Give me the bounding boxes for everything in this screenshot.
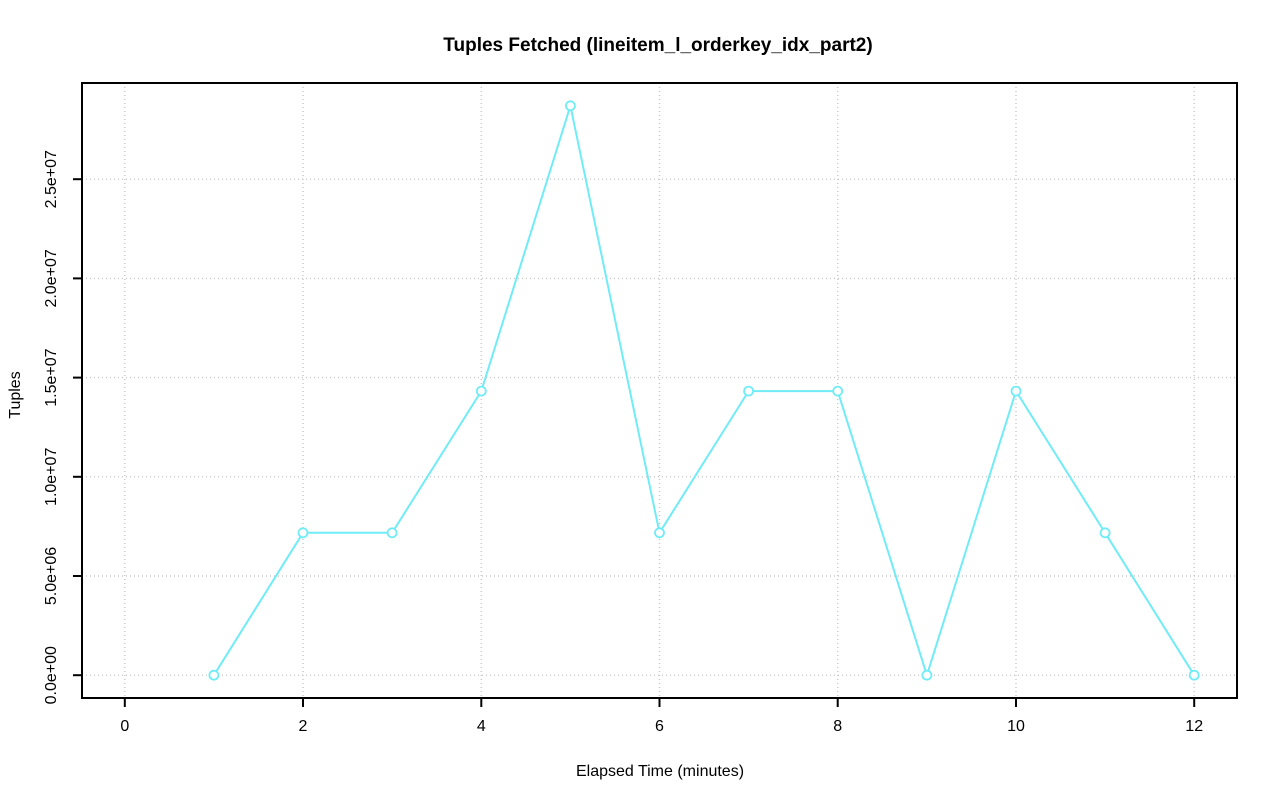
data-point-marker	[1010, 385, 1022, 397]
x-tick-label: 2	[299, 718, 308, 735]
data-point-marker	[654, 527, 665, 539]
x-tick-label: 6	[655, 718, 664, 735]
x-axis: 0 2 4 6 8 10 12	[120, 699, 1203, 735]
data-series	[208, 100, 1200, 681]
y-tick-label: 1.0e+07	[43, 448, 60, 506]
data-point-marker	[1099, 527, 1111, 539]
y-tick-label: 2.0e+07	[43, 249, 60, 307]
data-point-marker	[386, 527, 398, 539]
data-point-marker	[832, 385, 844, 397]
y-tick-label: 5.0e+06	[43, 547, 60, 605]
data-point-marker	[297, 527, 309, 539]
chart-title: Tuples Fetched (lineitem_l_orderkey_idx_…	[443, 35, 872, 56]
y-tick-label: 1.5e+07	[43, 348, 60, 406]
data-point-marker	[921, 669, 933, 681]
y-axis: 0.0e+00 5.0e+06 1.0e+07 1.5e+07 2.0e+07 2.5e+…	[43, 150, 81, 704]
series-line	[212, 104, 1196, 677]
data-point-marker	[475, 385, 487, 397]
x-axis-label: Elapsed Time (minutes)	[576, 763, 744, 780]
x-tick-label: 12	[1185, 718, 1203, 735]
data-point-marker	[565, 100, 576, 112]
plot-box	[81, 82, 1238, 699]
x-tick-label: 0	[120, 718, 129, 735]
data-point-marker	[208, 669, 220, 681]
gridlines	[82, 83, 1237, 698]
y-tick-label: 0.0e+00	[43, 646, 60, 704]
data-point-marker	[743, 385, 754, 397]
data-point-marker	[1188, 669, 1200, 681]
x-tick-label: 4	[477, 718, 486, 735]
y-tick-label: 2.5e+07	[43, 150, 60, 208]
y-axis-label: Tuples	[7, 371, 24, 418]
x-tick-label: 8	[833, 718, 842, 735]
x-tick-label: 10	[1007, 718, 1025, 735]
